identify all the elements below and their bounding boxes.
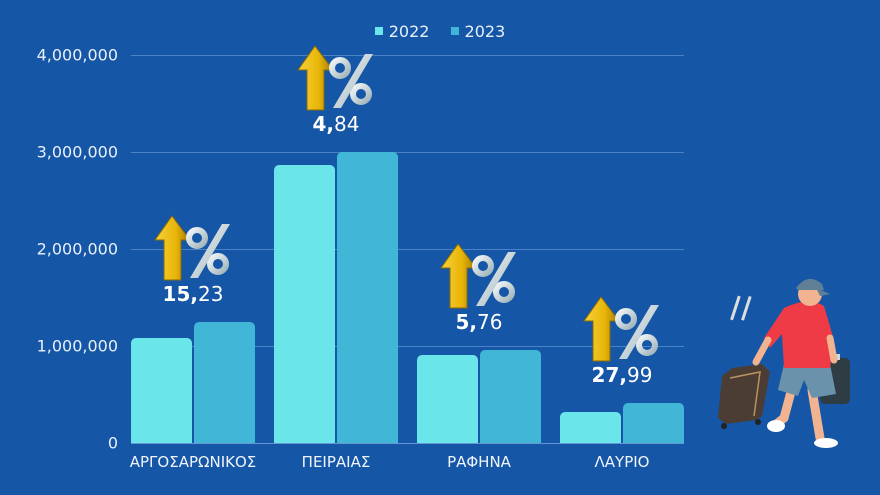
gridline [131, 55, 684, 56]
bar-2023 [337, 152, 398, 443]
bar-2022 [131, 338, 192, 443]
arrow-up-percent-icon [583, 296, 659, 362]
arrow-up-percent-icon [297, 45, 373, 111]
arrow-up-percent-icon [440, 243, 516, 309]
growth-percent-label: 5,76 [455, 310, 503, 335]
chart-legend: 2022 2023 [0, 22, 880, 41]
bar-2022 [417, 355, 478, 443]
gridline [131, 152, 684, 153]
traveler-with-luggage-icon [718, 278, 850, 448]
y-tick-label: 2,000,000 [36, 239, 118, 259]
legend-label: 2022 [388, 22, 430, 41]
gridline [131, 346, 684, 347]
growth-percent-label: 4,84 [312, 112, 360, 136]
legend-item-2022: 2022 [374, 22, 430, 41]
bar-2022 [560, 411, 621, 443]
legend-swatch-icon [450, 26, 459, 35]
y-tick-label: 4,000,000 [36, 45, 118, 65]
bar-2023 [623, 403, 684, 443]
y-tick-label: 1,000,000 [36, 336, 118, 356]
growth-percent-label: 27,99 [591, 363, 653, 388]
x-tick-label: ΠΕΙΡΑΙΑΣ [301, 453, 371, 471]
x-tick-label: ΡΑΦΗΝΑ [447, 453, 511, 471]
legend-label: 2023 [464, 22, 506, 41]
y-tick-label: 0 [107, 433, 118, 453]
x-axis-baseline [131, 443, 684, 444]
arrow-up-percent-icon [154, 215, 230, 281]
growth-percent-label: 15,23 [162, 282, 224, 307]
y-tick-label: 3,000,000 [36, 142, 118, 162]
gridline [131, 249, 684, 250]
legend-item-2023: 2023 [450, 22, 506, 41]
bar-2022 [274, 165, 335, 443]
bar-2023 [194, 322, 255, 443]
legend-swatch-icon [374, 26, 383, 35]
bar-2023 [480, 350, 541, 443]
x-tick-label: ΛΑΥΡΙΟ [594, 453, 650, 471]
x-tick-label: ΑΡΓΟΣΑΡΩΝΙΚΟΣ [129, 453, 257, 471]
